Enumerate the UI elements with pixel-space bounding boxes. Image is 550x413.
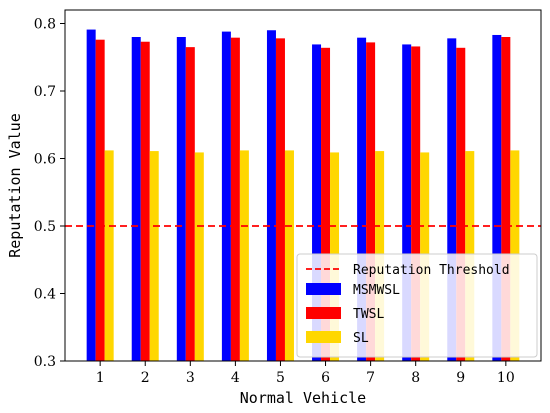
bar-twsl-2 <box>140 41 150 361</box>
y-tick-label: 0.7 <box>34 84 56 100</box>
bar-twsl-6 <box>321 47 331 362</box>
y-tick-label: 0.4 <box>34 287 56 303</box>
x-axis-label: Normal Vehicle <box>240 389 366 407</box>
x-tick-label: 5 <box>276 370 285 386</box>
legend: Reputation Threshold MSMWSL TWSL SL <box>296 253 538 358</box>
bar-twsl-3 <box>185 47 195 362</box>
bar-sl-3 <box>194 152 204 361</box>
x-axis-ticks: 1 2 3 4 5 6 7 8 9 10 <box>96 361 515 386</box>
bar-sl-5 <box>284 150 294 361</box>
y-tick-label: 0.5 <box>34 219 56 235</box>
bar-sl-1 <box>104 150 114 361</box>
legend-threshold-label: Reputation Threshold <box>353 263 510 278</box>
bar-sl-2 <box>149 151 159 361</box>
bar-twsl-10 <box>501 37 511 361</box>
x-tick-label: 8 <box>411 370 420 386</box>
bar-msmwsl-8 <box>402 44 412 362</box>
bar-msmwsl-3 <box>176 37 186 361</box>
bar-msmwsl-9 <box>447 38 457 361</box>
bar-sl-4 <box>239 150 249 361</box>
x-tick-label: 10 <box>497 370 515 386</box>
bar-msmwsl-4 <box>221 31 231 361</box>
legend-label-twsl: TWSL <box>353 307 384 322</box>
y-axis-label: Reputation Value <box>6 113 24 258</box>
bar-msmwsl-7 <box>357 37 367 362</box>
x-tick-label: 6 <box>321 370 330 386</box>
bar-twsl-9 <box>456 47 466 362</box>
x-tick-label: 1 <box>96 370 105 386</box>
bar-msmwsl-2 <box>131 37 141 361</box>
bar-twsl-1 <box>95 39 105 361</box>
legend-label-sl: SL <box>353 331 369 346</box>
bar-msmwsl-10 <box>492 34 502 361</box>
bar-twsl-8 <box>411 46 421 361</box>
legend-swatch-twsl <box>306 307 341 319</box>
bar-msmwsl-1 <box>86 29 96 361</box>
bar-twsl-7 <box>366 42 376 362</box>
bar-msmwsl-5 <box>266 30 276 361</box>
legend-label-msmwsl: MSMWSL <box>353 283 400 298</box>
legend-swatch-msmwsl <box>306 283 341 295</box>
legend-swatch-sl <box>306 331 341 343</box>
x-tick-label: 2 <box>141 370 150 386</box>
x-tick-label: 4 <box>231 370 240 386</box>
x-tick-label: 7 <box>366 370 375 386</box>
bar-twsl-5 <box>275 38 285 361</box>
bar-twsl-4 <box>230 37 240 362</box>
x-tick-label: 9 <box>456 370 465 386</box>
y-tick-label: 0.3 <box>34 354 56 370</box>
plot-frame <box>64 9 542 362</box>
x-tick-label: 3 <box>186 370 195 386</box>
bar-msmwsl-6 <box>312 44 322 362</box>
y-tick-label: 0.8 <box>34 17 56 33</box>
y-axis-ticks: 0.3 0.4 0.5 0.6 0.7 0.8 <box>34 17 65 370</box>
legend-box <box>296 253 538 358</box>
y-tick-label: 0.6 <box>34 152 56 168</box>
